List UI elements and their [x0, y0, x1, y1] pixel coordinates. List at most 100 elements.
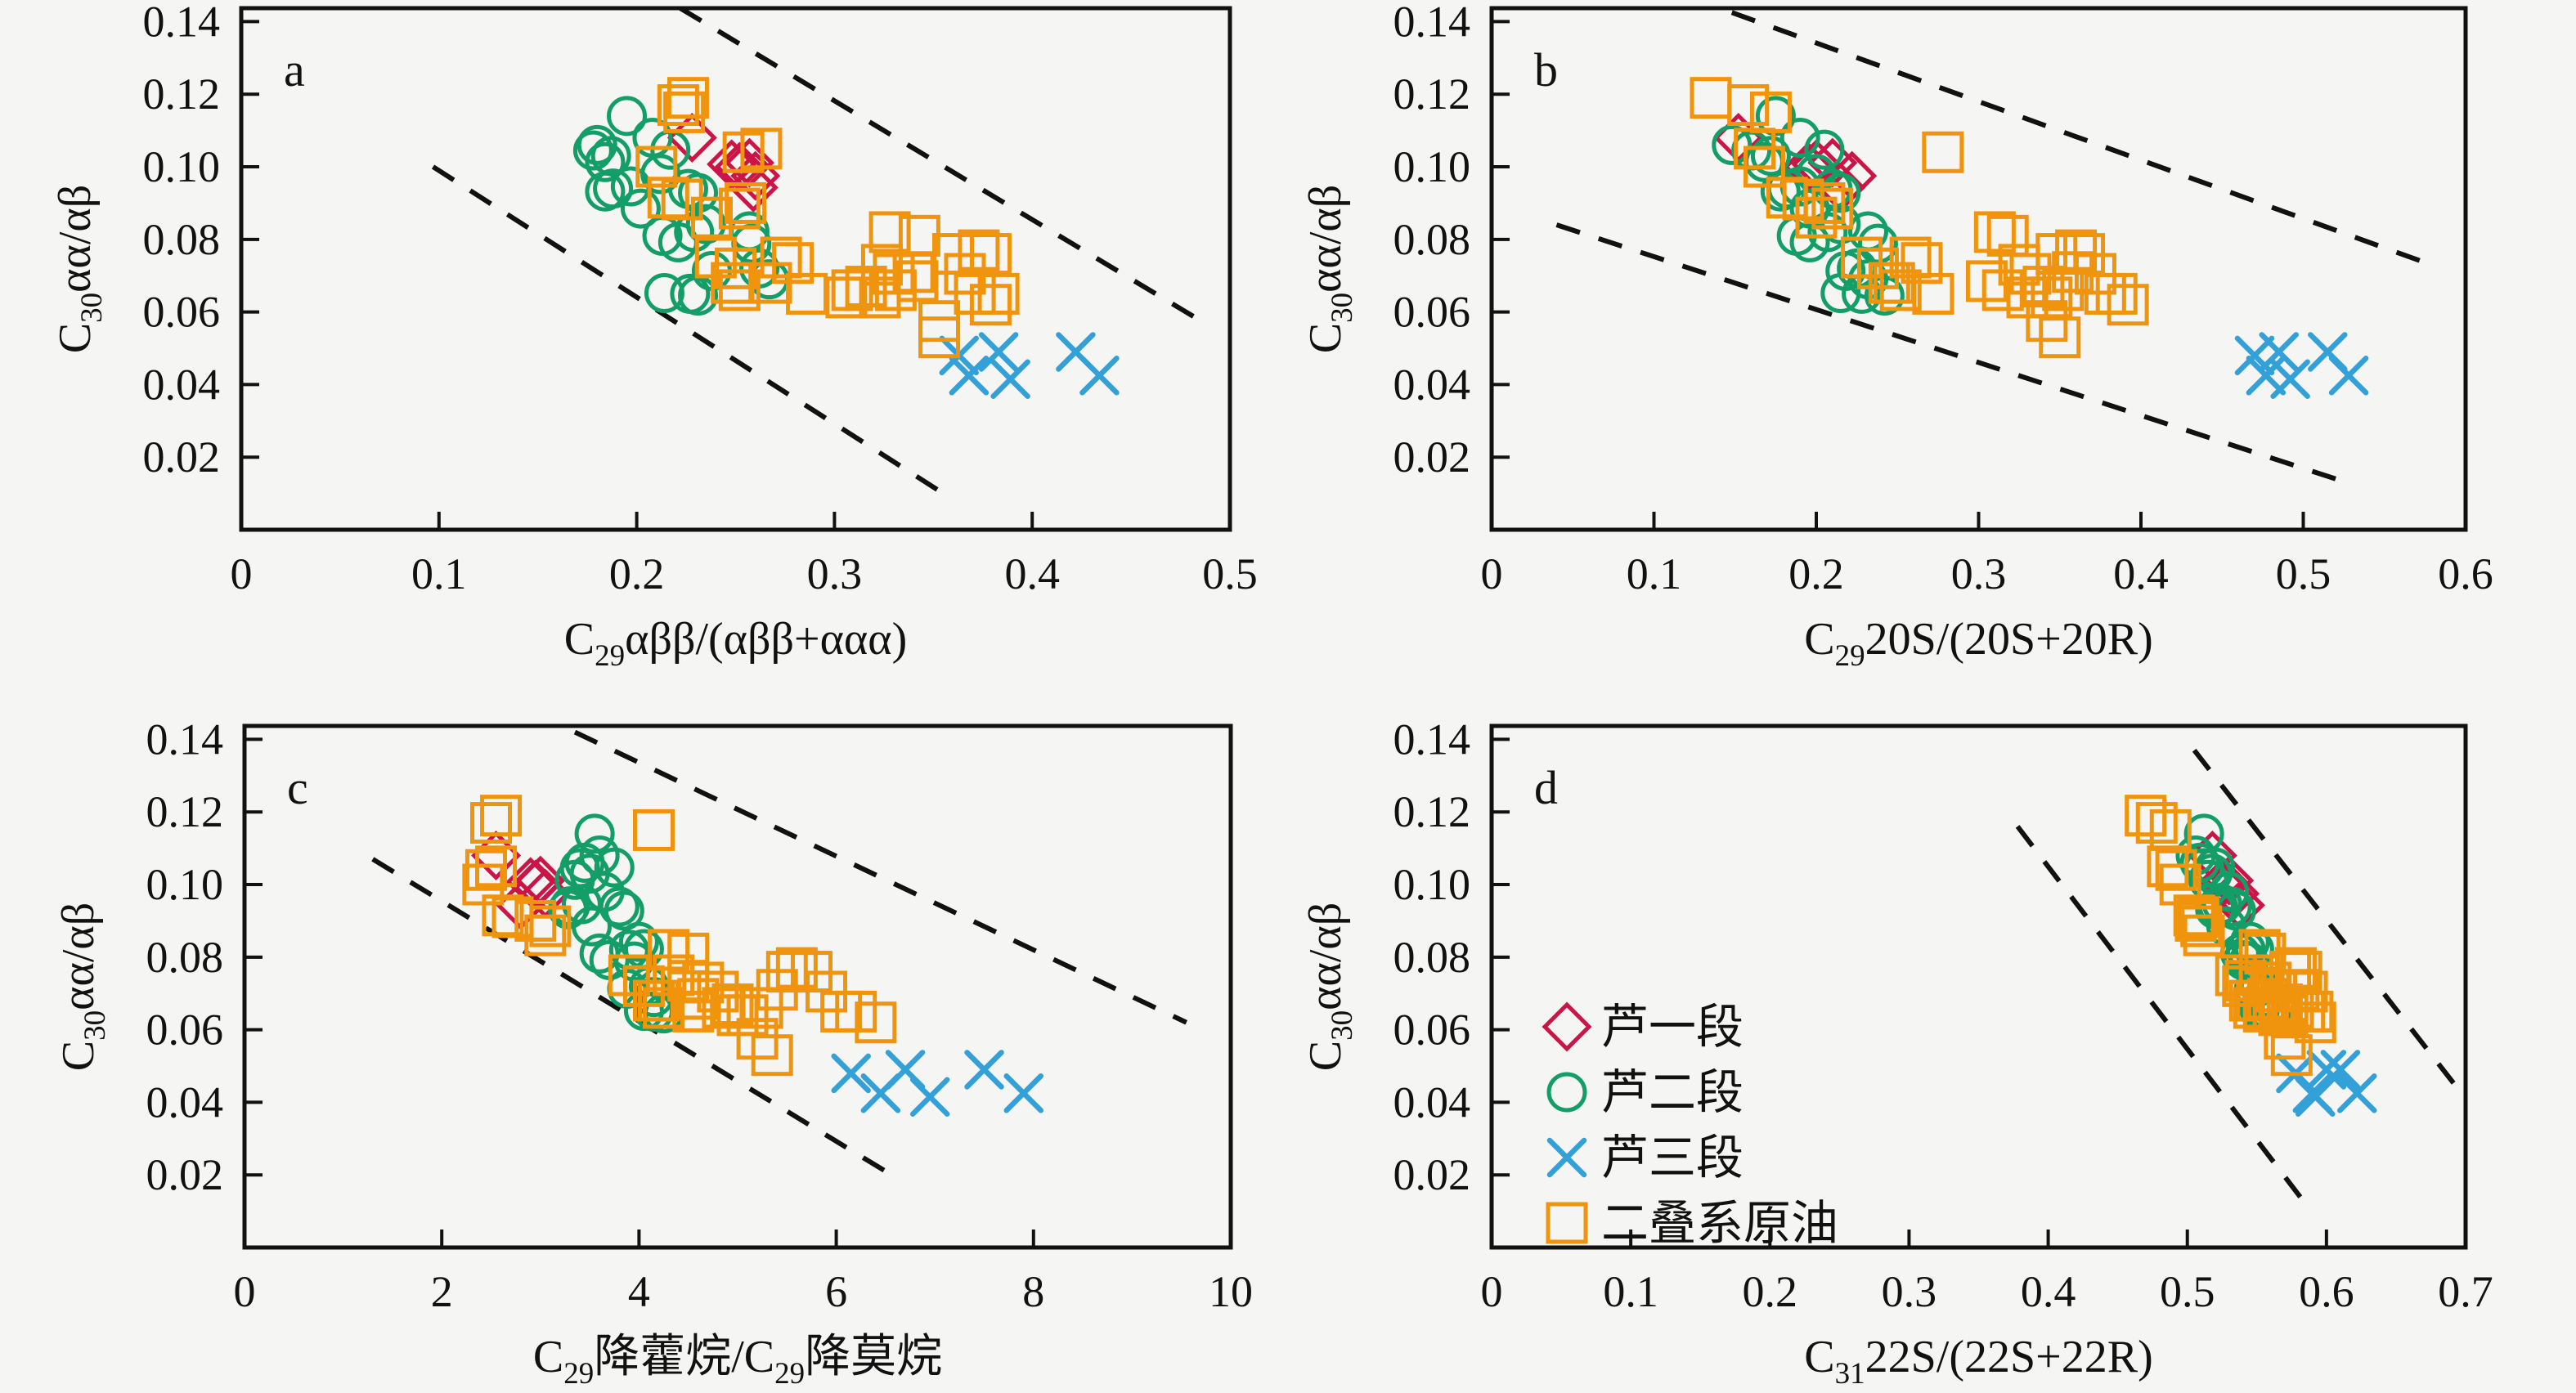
trend-dashed-line: [2192, 748, 2465, 1097]
oil-marker: [725, 181, 767, 224]
panel-letter: c: [287, 761, 308, 814]
trend-dashed-line: [431, 164, 945, 496]
y-tick-label: 0.06: [1393, 288, 1471, 337]
oil-marker: [736, 1018, 779, 1060]
x-axis-title: C31​22S/(22S+22R): [1804, 1332, 2152, 1389]
oil-marker: [1981, 269, 2024, 311]
y-tick-label: 0.04: [1393, 360, 1471, 409]
legend-item-lu1: 芦一段: [1542, 1001, 1744, 1054]
oil-marker: [1811, 187, 1854, 230]
oil-marker: [1727, 84, 1770, 127]
plot-box: [1489, 6, 2468, 532]
panel-b: 0 0.1 0.2 0.3 0.4 0.5 0.6 0.02 0.04 0.06 0.08 0.10 0…: [1300, 0, 2493, 673]
x-tick-label: 0.5: [1202, 549, 1258, 598]
lu3-marker: [909, 1077, 950, 1117]
x-tick-label: 8: [1022, 1267, 1044, 1316]
y-tick-label: 0.04: [146, 1077, 224, 1126]
x-axis-title: C29​αββ/(αββ+ααα): [564, 614, 907, 673]
y-tick-label: 0.06: [1393, 1006, 1471, 1055]
legend-label: 芦三段: [1601, 1131, 1744, 1185]
oil-marker: [643, 987, 685, 1029]
oil-marker: [958, 229, 1000, 271]
lu2-marker: [1760, 171, 1801, 212]
lu3-marker: [2306, 1050, 2347, 1090]
lu2-marker: [2209, 871, 2250, 912]
oil-marker: [718, 187, 761, 230]
oil-marker: [529, 905, 572, 947]
x-tick-label: 0.2: [1788, 549, 1844, 598]
y-tick-label: 0.10: [1393, 142, 1471, 191]
x-tick-label: 4: [628, 1267, 650, 1316]
oil-marker: [702, 987, 744, 1029]
oil-marker: [1965, 260, 2008, 302]
oil-marker: [977, 272, 1020, 315]
x-tick-label: 0.5: [2160, 1267, 2215, 1316]
x-tick-label: 10: [1209, 1267, 1253, 1316]
y-axis-title: C30​αα/αβ: [1300, 185, 1359, 353]
x-tick-label: 0: [1481, 549, 1503, 598]
series-oil: [1690, 77, 2149, 359]
series-lu2: [548, 813, 684, 1034]
lu2-marker: [1712, 124, 1752, 165]
y-tick-label: 0.04: [1393, 1077, 1471, 1126]
y-axis-title: C30​αα/αβ: [53, 903, 112, 1071]
oil-marker: [667, 932, 710, 974]
lu2-marker: [644, 273, 684, 314]
plot-box: [242, 723, 1233, 1250]
oil-marker: [1803, 181, 1846, 224]
x-tick-label: 0.2: [609, 549, 665, 598]
lu1-marker: [1542, 1001, 1592, 1052]
oil-marker: [1690, 77, 1732, 119]
oil-marker: [635, 146, 678, 188]
lu3-marker: [2259, 332, 2299, 372]
oil-marker: [1856, 247, 1899, 289]
x-axis-title: C29​降藿烷/C29​降莫烷: [533, 1332, 942, 1389]
oil-marker: [657, 84, 699, 127]
x-tick-label: 2: [431, 1267, 453, 1316]
y-tick-label: 0.02: [143, 432, 221, 482]
lu3-marker: [1079, 356, 1120, 396]
oil-marker: [2294, 1001, 2336, 1044]
oil-marker: [969, 284, 1012, 326]
oil-marker: [896, 260, 939, 302]
oil-marker: [1546, 1202, 1588, 1244]
oil-marker: [663, 91, 706, 133]
legend-label: 二叠系原油: [1601, 1197, 1838, 1250]
y-tick-label: 0.12: [143, 69, 221, 119]
y-tick-label: 0.12: [1393, 69, 1471, 119]
x-tick-label: 0.4: [2113, 549, 2169, 598]
lu1-marker: [728, 162, 779, 213]
lu2-marker: [574, 813, 615, 854]
lu2-marker: [1864, 275, 1905, 316]
lu2-marker: [1820, 273, 1861, 314]
oil-marker: [1841, 236, 1883, 279]
x-tick-label: 0: [1481, 1267, 1503, 1316]
oil-marker: [514, 899, 557, 942]
oil-marker: [2026, 300, 2068, 343]
plot-box: [239, 6, 1232, 532]
lu2-marker: [585, 171, 626, 212]
oil-marker: [2180, 905, 2223, 947]
oil-marker: [2155, 849, 2197, 891]
lu2-marker: [607, 96, 648, 137]
panel-letter: d: [1534, 761, 1558, 814]
x-tick-label: 0.6: [2299, 1267, 2354, 1316]
series-oil: [635, 77, 1020, 359]
oil-marker: [1922, 131, 1964, 173]
x-axis-title: C29​20S/(20S+20R): [1804, 614, 2152, 673]
y-tick-label: 0.06: [146, 1006, 224, 1055]
oil-marker: [2174, 899, 2217, 942]
y-tick-label: 0.08: [1393, 933, 1471, 982]
lu3-marker: [2270, 359, 2310, 399]
oil-marker: [2135, 802, 2178, 844]
x-tick-label: 0.1: [411, 549, 467, 598]
oil-marker: [2183, 914, 2225, 956]
oil-marker: [1986, 214, 2029, 257]
lu2-marker: [572, 130, 613, 171]
legend-item-lu3: 芦三段: [1546, 1131, 1744, 1185]
y-tick-label: 0.10: [143, 142, 221, 191]
oil-marker: [711, 983, 754, 1026]
oil-marker: [740, 128, 783, 170]
lu3-marker: [831, 1053, 871, 1094]
lu3-marker: [2337, 1073, 2377, 1113]
